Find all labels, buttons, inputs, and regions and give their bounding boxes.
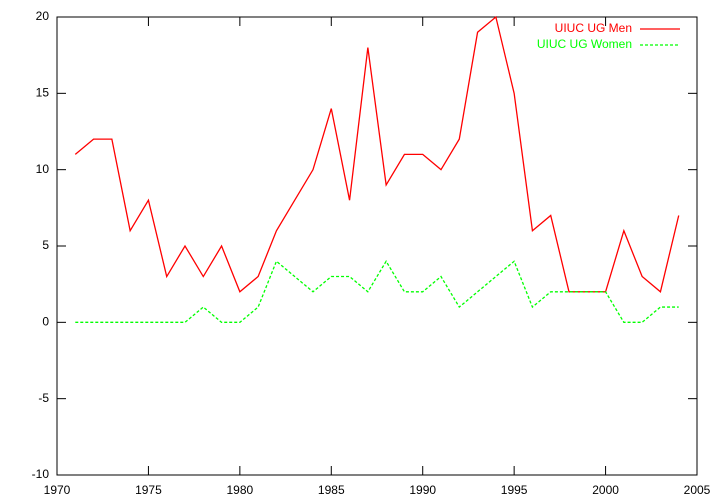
x-tick-label: 1970	[44, 483, 71, 497]
y-tick-label: 15	[36, 86, 50, 100]
series-line	[74, 15, 680, 293]
legend-label: UIUC UG Men	[555, 21, 632, 35]
x-tick-label: 1990	[409, 483, 436, 497]
y-tick-label: 10	[36, 162, 50, 176]
y-tick-label: 5	[42, 238, 49, 252]
series-line	[75, 260, 679, 323]
plot-border	[56, 16, 698, 476]
legend-label: UIUC UG Women	[537, 37, 632, 51]
y-tick-label: -5	[38, 391, 49, 405]
x-tick-label: 1995	[501, 483, 528, 497]
y-tick-label: 20	[36, 9, 50, 23]
x-tick-label: 2000	[592, 483, 619, 497]
x-tick-label: 2005	[684, 483, 711, 497]
y-tick-label: 0	[42, 315, 49, 329]
x-tick-label: 1985	[318, 483, 345, 497]
x-tick-label: 1975	[135, 483, 162, 497]
y-tick-label: -10	[32, 467, 50, 481]
x-tick-label: 1980	[227, 483, 254, 497]
